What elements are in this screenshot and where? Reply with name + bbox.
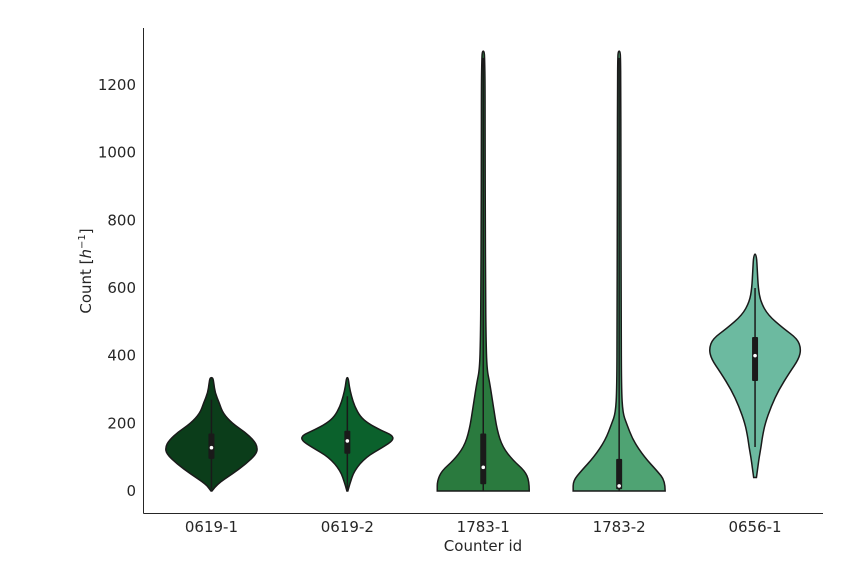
plot-area <box>165 50 802 492</box>
violin-median-point <box>617 484 621 488</box>
violin-iqr-box <box>480 433 487 485</box>
y-tick-label: 1200 <box>98 76 136 94</box>
y-axis-label-unit: h <box>77 249 95 259</box>
violin-median-point <box>753 353 757 358</box>
y-tick-label: 0 <box>126 482 136 500</box>
x-tick-label: 0619-1 <box>185 518 238 536</box>
x-tick-label: 1783-2 <box>593 518 646 536</box>
y-axis-label: Count [h−1] <box>77 228 95 313</box>
y-axis-label-close: ] <box>77 228 95 234</box>
x-axis-label: Counter id <box>444 537 522 555</box>
violin-median-point <box>209 445 214 450</box>
y-tick-label: 1000 <box>98 144 136 162</box>
y-axis-label-text: Count [ <box>77 258 95 313</box>
violin-iqr-box <box>616 458 623 490</box>
y-tick-labels: 0 200 400 600 800 1000 1200 <box>98 76 136 500</box>
x-tick-labels: 0619-1 0619-2 1783-1 1783-2 0656-1 <box>185 518 782 536</box>
violin-median-point <box>481 465 486 470</box>
y-axis-label-exponent: −1 <box>77 234 88 249</box>
y-tick-label: 200 <box>107 414 136 432</box>
y-tick-label: 400 <box>107 347 136 365</box>
x-tick-label: 0656-1 <box>728 518 781 536</box>
axes-spines <box>143 28 823 514</box>
violin-median-point <box>345 439 350 443</box>
violin-iqr-box <box>752 337 759 382</box>
x-tick-label: 0619-2 <box>321 518 374 536</box>
y-tick-label: 600 <box>107 279 136 297</box>
y-tick-label: 800 <box>107 211 136 229</box>
x-tick-label: 1783-1 <box>457 518 510 536</box>
